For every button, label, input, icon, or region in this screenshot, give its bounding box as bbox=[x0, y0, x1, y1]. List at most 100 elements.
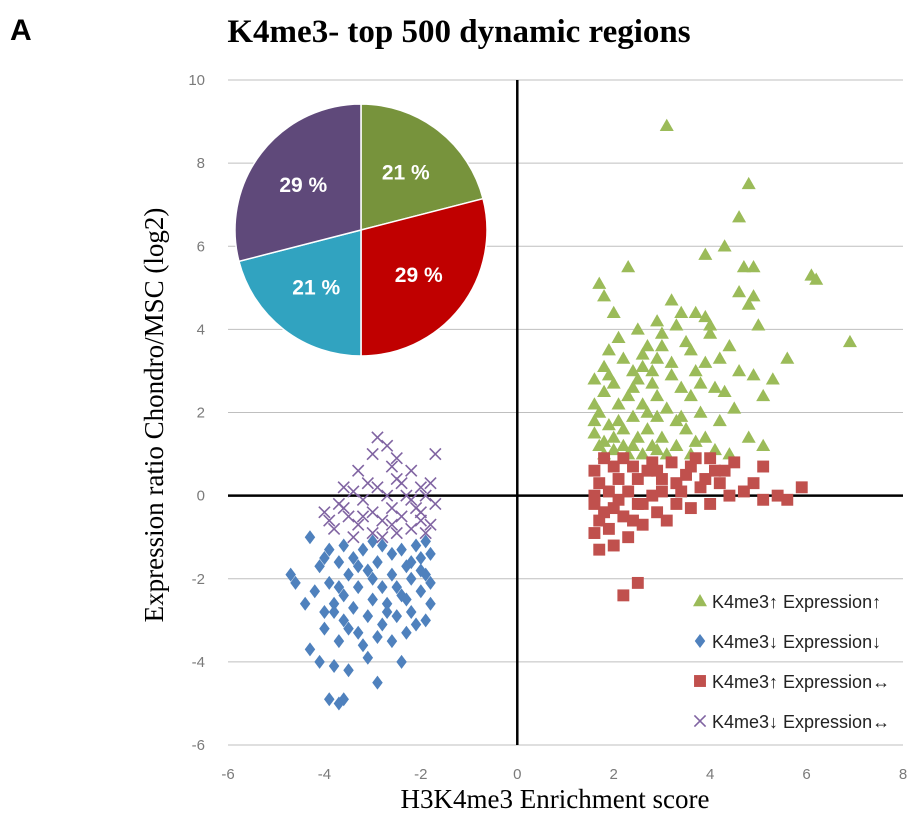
data-point-x bbox=[337, 501, 350, 515]
data-point-x bbox=[390, 526, 403, 540]
data-point-diamond bbox=[324, 542, 335, 557]
data-point-triangle bbox=[712, 351, 727, 364]
data-point-square bbox=[689, 452, 702, 465]
data-point-x bbox=[385, 460, 399, 473]
data-point-square bbox=[651, 464, 664, 477]
data-point-triangle bbox=[606, 376, 621, 389]
data-point-x bbox=[424, 518, 437, 531]
y-tick-label: 8 bbox=[197, 155, 205, 172]
data-point-square bbox=[694, 481, 707, 494]
pie-chart: 21 % 29 % 21 % 29 % bbox=[234, 103, 488, 357]
data-point-triangle bbox=[601, 343, 616, 356]
data-point-square bbox=[627, 514, 639, 527]
data-point-triangle bbox=[707, 442, 722, 456]
data-point-diamond bbox=[352, 625, 364, 640]
data-point-triangle bbox=[751, 318, 766, 331]
data-point-square bbox=[704, 497, 717, 510]
data-point-x bbox=[405, 493, 418, 506]
pie-slice-label: 21 % bbox=[292, 277, 340, 300]
data-point-square bbox=[636, 518, 649, 531]
data-point-square bbox=[598, 452, 611, 465]
data-point-triangle bbox=[664, 293, 679, 306]
data-point-triangle bbox=[650, 388, 665, 402]
data-point-triangle bbox=[698, 355, 713, 368]
data-point-triangle bbox=[707, 380, 722, 393]
data-point-diamond bbox=[405, 571, 417, 586]
data-point-diamond bbox=[338, 613, 349, 628]
legend-marker-x bbox=[693, 714, 707, 728]
data-point-triangle bbox=[597, 434, 612, 447]
data-point-triangle bbox=[611, 397, 626, 410]
data-point-triangle bbox=[626, 380, 640, 393]
data-point-triangle bbox=[597, 359, 612, 373]
data-point-triangle bbox=[592, 276, 607, 289]
data-point-triangle bbox=[698, 430, 713, 443]
data-point-x bbox=[347, 531, 360, 544]
data-point-triangle bbox=[592, 405, 607, 418]
data-point-square bbox=[704, 452, 717, 465]
legend-entry-label: K4me3↓ Expression↔ bbox=[712, 712, 890, 732]
data-point-square bbox=[607, 539, 620, 552]
data-point-x bbox=[380, 439, 394, 452]
data-point-triangle bbox=[727, 401, 742, 414]
data-point-diamond bbox=[401, 592, 412, 607]
data-point-triangle bbox=[626, 409, 640, 422]
data-point-x bbox=[318, 506, 331, 519]
data-point-square bbox=[631, 497, 644, 510]
legend: K4me3↑ Expression↑ K4me3↓ Expression↓ K4me… bbox=[693, 592, 890, 732]
data-point-x bbox=[323, 514, 336, 527]
data-point-diamond bbox=[372, 629, 383, 644]
data-point-diamond bbox=[304, 530, 316, 545]
data-point-diamond bbox=[343, 621, 354, 636]
data-point-diamond bbox=[314, 559, 325, 574]
data-point-diamond bbox=[314, 654, 325, 669]
data-point-diamond bbox=[352, 580, 364, 595]
data-point-diamond bbox=[372, 675, 383, 690]
data-point-square bbox=[593, 514, 606, 527]
data-point-diamond bbox=[401, 625, 412, 640]
data-point-triangle bbox=[597, 384, 612, 397]
data-point-square bbox=[588, 464, 601, 477]
data-point-x bbox=[390, 472, 403, 486]
data-point-diamond bbox=[396, 654, 407, 669]
data-point-square bbox=[622, 485, 635, 498]
data-point-diamond bbox=[319, 550, 330, 565]
data-point-x bbox=[361, 476, 374, 490]
data-point-diamond bbox=[391, 609, 402, 624]
data-point-square bbox=[699, 473, 712, 485]
data-point-triangle bbox=[635, 397, 650, 410]
data-point-triangle bbox=[654, 430, 669, 443]
data-point-triangle bbox=[650, 351, 665, 364]
data-point-x bbox=[366, 526, 379, 540]
data-point-x bbox=[429, 497, 442, 511]
data-point-triangle bbox=[756, 388, 771, 402]
x-tick-label: -4 bbox=[318, 766, 331, 783]
data-point-triangle bbox=[601, 368, 616, 381]
data-point-triangle bbox=[703, 318, 718, 331]
data-point-square bbox=[617, 452, 630, 465]
data-point-diamond bbox=[420, 534, 431, 549]
x-tick-label: 4 bbox=[706, 766, 714, 783]
data-point-triangle bbox=[732, 210, 747, 223]
data-point-triangle bbox=[765, 372, 780, 385]
data-point-triangle bbox=[842, 334, 857, 348]
data-point-square bbox=[655, 485, 668, 498]
data-point-triangle bbox=[645, 376, 660, 389]
data-point-square bbox=[684, 460, 697, 473]
x-tick-label: 2 bbox=[610, 766, 618, 783]
data-point-triangle bbox=[630, 372, 645, 385]
data-point-x bbox=[371, 431, 384, 444]
x-tick-label: -6 bbox=[221, 766, 234, 783]
data-point-x bbox=[429, 447, 442, 461]
data-point-triangle bbox=[626, 363, 640, 377]
y-tick-label: 2 bbox=[197, 405, 205, 422]
data-point-diamond bbox=[357, 542, 369, 557]
data-point-x bbox=[380, 489, 394, 502]
data-point-triangle bbox=[741, 430, 756, 443]
data-point-triangle bbox=[683, 388, 698, 402]
data-point-square bbox=[665, 456, 678, 469]
data-point-triangle bbox=[746, 289, 761, 302]
data-point-x bbox=[405, 522, 418, 536]
y-tick-label: -2 bbox=[192, 571, 205, 588]
